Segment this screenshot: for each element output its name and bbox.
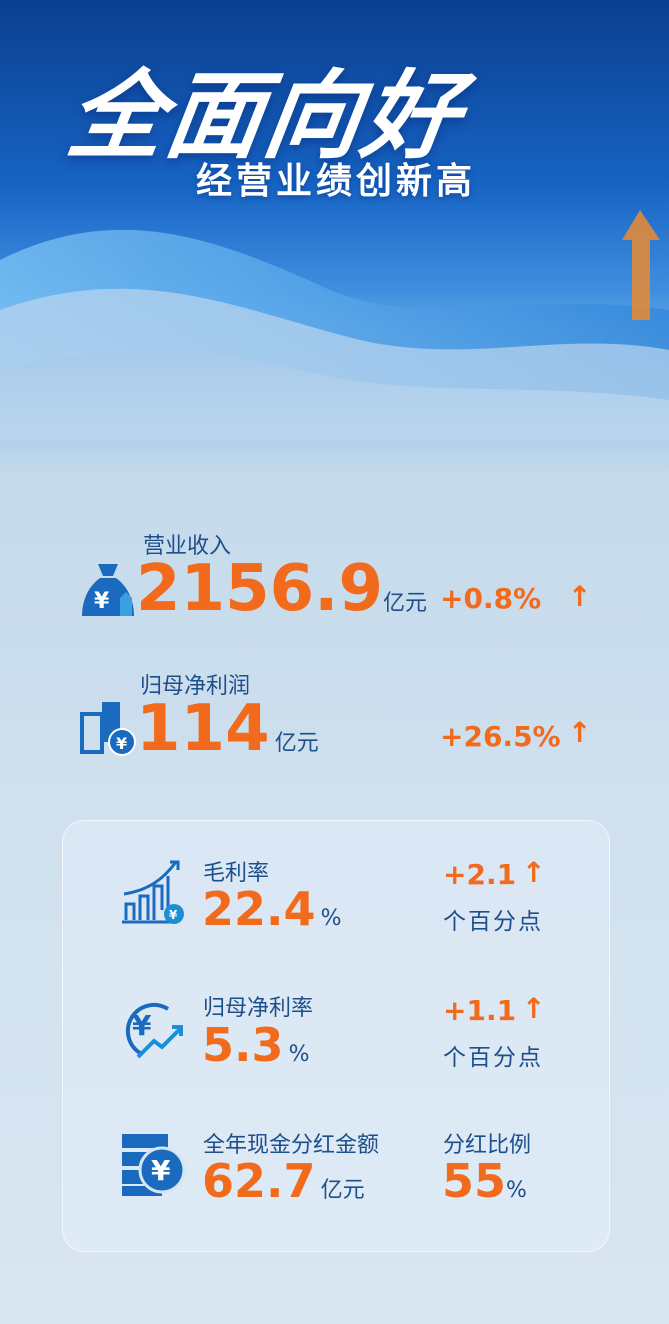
page-subtitle: 经营业绩创新高 xyxy=(196,161,477,202)
metric-change: +0.8% xyxy=(440,582,542,615)
arrow-up-decoration xyxy=(622,210,660,320)
svg-text:¥: ¥ xyxy=(116,734,127,753)
ratio-change-unit: 个百分点 xyxy=(443,909,543,935)
ratio-unit: % xyxy=(320,906,342,931)
building-yuan-icon: ¥ xyxy=(80,702,136,756)
arrow-up-icon: ↑ xyxy=(568,716,592,749)
dividend-ratio-label: 分红比例 xyxy=(443,1133,532,1158)
metric-value: 2156.9 xyxy=(136,552,383,626)
ratio-change: +2.1 xyxy=(443,858,517,891)
yuan-growth-icon: ¥ xyxy=(125,1002,183,1059)
dividend-label: 全年现金分红金额 xyxy=(203,1133,380,1158)
metric-label: 归母净利润 xyxy=(140,674,251,699)
metric-unit: 亿元 xyxy=(274,731,319,756)
wave-decoration xyxy=(0,210,669,440)
ratio-unit: % xyxy=(288,1042,310,1067)
ratio-label: 毛利率 xyxy=(203,861,270,886)
dividend-ratio-value: 55 xyxy=(442,1154,507,1208)
dividend-value: 62.7 xyxy=(202,1154,316,1208)
dividend-ratio-unit: % xyxy=(506,1178,527,1203)
ratio-value: 22.4 xyxy=(202,882,316,936)
svg-text:¥: ¥ xyxy=(151,1154,171,1187)
ratio-label: 归母净利率 xyxy=(203,996,314,1021)
metric-value: 114 xyxy=(136,692,270,766)
metric-label: 营业收入 xyxy=(143,534,232,559)
bar-chart-yuan-icon: ¥ xyxy=(122,860,184,924)
arrow-up-icon: ↑ xyxy=(522,992,546,1025)
metric-unit: 亿元 xyxy=(382,591,427,616)
money-bag-icon: ¥ xyxy=(82,564,134,616)
svg-text:¥: ¥ xyxy=(94,589,110,614)
ratio-change-unit: 个百分点 xyxy=(443,1045,543,1071)
dividend-unit: 亿元 xyxy=(320,1178,365,1203)
metric-change: +26.5% xyxy=(440,720,561,753)
svg-text:¥: ¥ xyxy=(132,1009,152,1042)
svg-text:¥: ¥ xyxy=(169,908,178,922)
arrow-up-icon: ↑ xyxy=(522,856,546,889)
ratio-value: 5.3 xyxy=(202,1018,284,1072)
ratio-change: +1.1 xyxy=(443,994,517,1027)
arrow-up-icon: ↑ xyxy=(568,580,592,613)
coin-stack-icon: ¥ xyxy=(122,1134,186,1196)
